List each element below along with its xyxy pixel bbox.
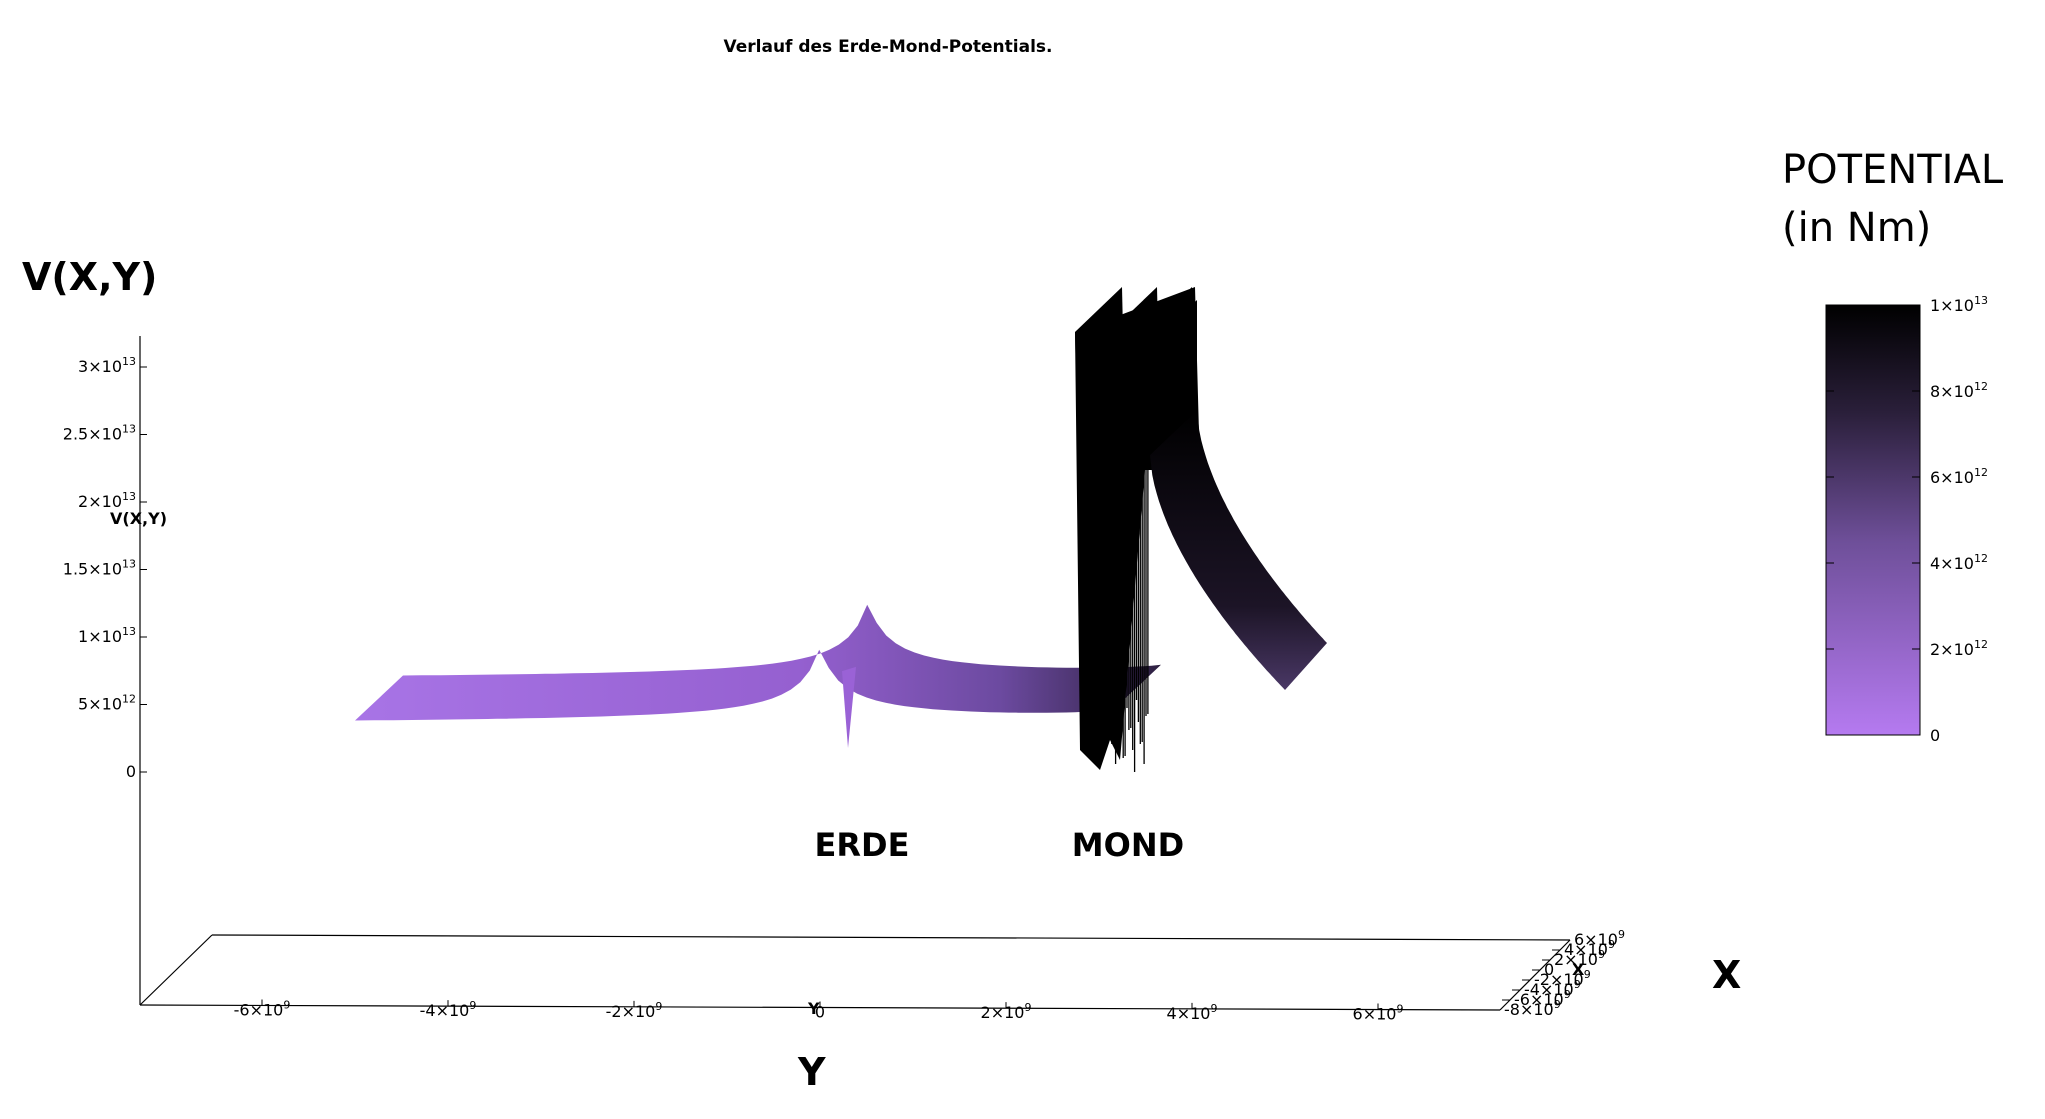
colorbox-tick-label: 0 — [1930, 726, 1940, 745]
base-left-edge — [139, 934, 213, 1006]
chart-title: Verlauf des Erde-Mond-Potentials. — [724, 37, 1053, 57]
z-axis-ticks: 0 5×1012 1×1013 1.5×1013 2×1013 2.5×1013 3×101… — [63, 355, 147, 781]
z-tick-label: 2×1013 — [78, 490, 136, 511]
annotations: ERDE MOND — [815, 826, 1185, 864]
x-tick-label: 6×109 — [1574, 928, 1625, 949]
x-tick-label: 4×109 — [1564, 938, 1615, 959]
z-axis-big-label: V(X,Y) — [22, 255, 157, 299]
colorbox-tick-label: 6×1012 — [1930, 466, 1988, 487]
colorbox-tick-label: 1×1013 — [1930, 294, 1988, 315]
annotation-erde: ERDE — [815, 826, 910, 864]
x-tick-label: -6×109 — [1514, 988, 1571, 1009]
surface-far-branch-top — [1150, 300, 1197, 455]
y-axis-big-label: Y — [797, 1050, 826, 1094]
colorbox-ticks: 0 2×1012 4×1012 6×1012 8×1012 1×1013 — [1826, 294, 1988, 745]
x-tick-label: 0 — [1544, 960, 1554, 979]
y-tick-label: 0 — [815, 1003, 825, 1022]
z-axis-small-label: V(X,Y) — [110, 509, 167, 528]
y-tick-label: 6×109 — [1353, 1003, 1404, 1024]
x-tick-label: 2×109 — [1554, 948, 1605, 969]
x-tick-label: -2×109 — [1534, 968, 1591, 989]
y-tick-label: 4×109 — [1167, 1002, 1218, 1023]
y-tick-label: -4×109 — [420, 999, 477, 1020]
surface-far-branch — [1150, 410, 1327, 690]
potential-surface — [355, 287, 1327, 772]
colorbox-tick-label: 4×1012 — [1930, 552, 1988, 573]
colorbox-tick-label: 2×1012 — [1930, 638, 1988, 659]
z-tick-label: 5×1012 — [78, 693, 136, 714]
colorbox-title-line2: (in Nm) — [1782, 205, 1931, 251]
y-axis-ticks: -6×109 -4×109 -2×109 0 2×109 4×109 6×109 — [234, 998, 1404, 1023]
y-axis-line-back — [211, 934, 1571, 941]
z-tick-label: 2.5×1013 — [63, 423, 136, 444]
colorbox-title-line1: POTENTIAL — [1782, 147, 2004, 193]
z-tick-label: 0 — [126, 762, 136, 781]
surface-earth-branch — [355, 604, 1161, 721]
x-tick-label: -8×109 — [1504, 998, 1561, 1019]
y-tick-label: 2×109 — [981, 1001, 1032, 1022]
y-tick-label: -6×109 — [234, 998, 291, 1019]
x-axis-line — [1499, 939, 1571, 1011]
z-tick-label: 1.5×1013 — [63, 558, 136, 579]
x-axis-big-label: X — [1712, 953, 1741, 997]
z-tick-label: 1×1013 — [78, 625, 136, 646]
surface-earth-well — [842, 666, 856, 748]
colorbox-gradient — [1825, 304, 1921, 736]
colorbox-tick-label: 8×1012 — [1930, 380, 1988, 401]
annotation-mond: MOND — [1072, 826, 1184, 864]
z-tick-label: 3×1013 — [78, 355, 136, 376]
x-tick-label: -4×109 — [1524, 978, 1581, 999]
y-axis-small-label: Y — [807, 999, 820, 1018]
y-tick-label: -2×109 — [606, 1000, 663, 1021]
x-axis-small-label: X — [1572, 960, 1585, 979]
